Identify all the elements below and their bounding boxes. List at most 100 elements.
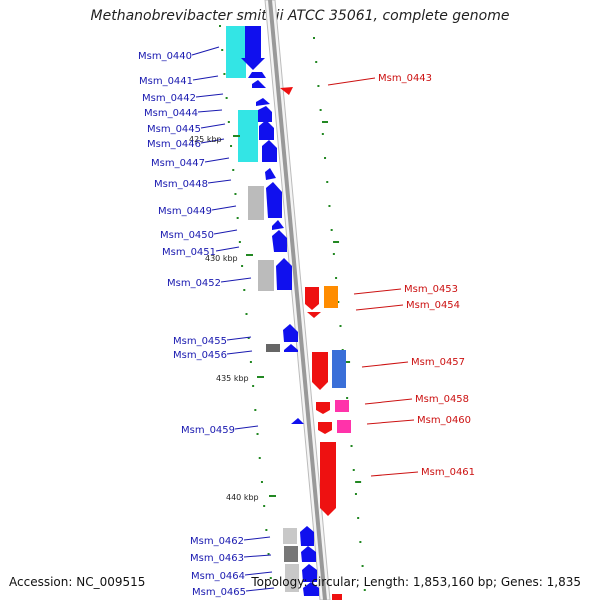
leader-line: [226, 350, 253, 355]
feature-gray-block[interactable]: [258, 260, 274, 291]
feature-gray-block[interactable]: [284, 546, 298, 562]
gene-label-left[interactable]: Msm_0456: [173, 350, 227, 361]
gene-label-left[interactable]: Msm_0459: [181, 425, 235, 436]
gene-label-right[interactable]: Msm_0453: [404, 284, 458, 295]
scale-label: 435 kbp: [216, 374, 249, 383]
feature-gray-block[interactable]: [266, 344, 280, 352]
gene-label-left[interactable]: Msm_0449: [158, 206, 212, 217]
feature-gray-block[interactable]: [248, 186, 264, 220]
gene-label-left[interactable]: Msm_0455: [173, 336, 227, 347]
gene-label-left[interactable]: Msm_0442: [142, 93, 196, 104]
gene-msm-0465[interactable]: [303, 582, 319, 596]
gene-label-left[interactable]: Msm_0444: [144, 108, 198, 119]
gene-label-right[interactable]: Msm_0461: [421, 467, 475, 478]
gene-label-right[interactable]: Msm_0457: [411, 357, 465, 368]
feature-magenta-block[interactable]: [337, 420, 351, 433]
feature-cyan-block[interactable]: [238, 110, 258, 162]
gene-msm-0456[interactable]: [284, 344, 298, 352]
gene-msm-0459[interactable]: [291, 418, 304, 424]
minor-tick: [361, 565, 364, 567]
gene-label-left[interactable]: Msm_0446: [147, 139, 201, 150]
leader-line: [364, 398, 413, 405]
gene-msm-0454[interactable]: [307, 312, 321, 318]
minor-tick: [225, 97, 228, 99]
minor-tick: [269, 577, 272, 579]
leader-line: [200, 138, 225, 144]
gene-msm-0444[interactable]: [256, 98, 270, 106]
gene-msm-0462[interactable]: [300, 526, 314, 546]
minor-tick: [254, 409, 257, 411]
gene-msm-0446[interactable]: [259, 120, 274, 140]
left-gene-labels: Msm_0440 Msm_0441 Msm_0442 Msm_0444 Msm_0445…: [138, 51, 246, 598]
gene-label-left[interactable]: Msm_0441: [139, 76, 193, 87]
minor-tick: [221, 49, 224, 51]
gene-label-left[interactable]: Msm_0447: [151, 158, 205, 169]
right-gene-labels: Msm_0443 Msm_0453 Msm_0454 Msm_0457 Msm_0458…: [378, 73, 475, 478]
minor-tick: [265, 529, 268, 531]
gene-label-left[interactable]: Msm_0448: [154, 179, 208, 190]
gene-label-left[interactable]: Msm_0462: [190, 536, 244, 547]
gene-label-right[interactable]: Msm_0460: [417, 415, 471, 426]
minor-tick: [335, 277, 338, 279]
leader-line: [220, 277, 252, 283]
gene-msm-0457[interactable]: [312, 352, 328, 390]
minor-tick: [267, 553, 270, 555]
gene-label-left[interactable]: Msm_0465: [192, 587, 246, 598]
gene-label-right[interactable]: Msm_0443: [378, 73, 432, 84]
minor-tick: [319, 109, 322, 111]
gene-msm-0443[interactable]: [280, 87, 293, 95]
accession-text: Accession: NC_009515: [9, 575, 146, 589]
gene-msm-0453[interactable]: [305, 287, 319, 310]
feature-track: [226, 26, 351, 600]
gene-msm-0460[interactable]: [318, 422, 332, 434]
leader-line: [234, 425, 259, 430]
gene-label-left[interactable]: Msm_0450: [160, 230, 214, 241]
feature-cyan-block[interactable]: [226, 26, 246, 78]
gene-label-left[interactable]: Msm_0464: [191, 571, 245, 582]
feature-gray-block[interactable]: [285, 564, 299, 592]
gene-msm-0440[interactable]: [241, 26, 265, 70]
minor-tick: [337, 301, 340, 303]
gene-label-left[interactable]: Msm_0463: [190, 553, 244, 564]
minor-tick: [234, 193, 237, 195]
minor-tick: [230, 145, 233, 147]
feature-reverse-stub[interactable]: [332, 594, 342, 600]
gene-msm-0463[interactable]: [301, 546, 316, 562]
leader-line: [245, 587, 275, 592]
leader-line: [226, 336, 252, 341]
minor-tick: [346, 397, 349, 399]
gene-msm-0449[interactable]: [266, 182, 282, 218]
gene-msm-0451[interactable]: [272, 230, 287, 252]
gene-msm-0464[interactable]: [302, 564, 317, 582]
gene-msm-0458[interactable]: [316, 402, 330, 414]
gene-msm-0442[interactable]: [252, 80, 266, 88]
minor-tick: [245, 313, 248, 315]
gene-msm-0445[interactable]: [258, 106, 272, 122]
gene-msm-0461[interactable]: [320, 442, 336, 516]
gene-msm-0450[interactable]: [272, 220, 284, 230]
gene-label-left[interactable]: Msm_0452: [167, 278, 221, 289]
gene-label-left[interactable]: Msm_0451: [162, 247, 216, 258]
gene-msm-0455[interactable]: [283, 324, 298, 342]
feature-orange-block[interactable]: [324, 286, 338, 308]
gene-label-right[interactable]: Msm_0458: [415, 394, 469, 405]
gene-msm-0457-blue[interactable]: [332, 350, 346, 388]
feature-gray-block[interactable]: [283, 528, 297, 544]
minor-tick: [219, 25, 221, 27]
leader-line: [211, 205, 237, 211]
minor-tick: [223, 73, 226, 75]
gene-msm-0447[interactable]: [262, 140, 277, 162]
minor-tick: [317, 85, 320, 87]
gene-msm-0452[interactable]: [276, 258, 292, 290]
gene-label-left[interactable]: Msm_0440: [138, 51, 192, 62]
minor-tick: [256, 433, 259, 435]
scale-labels: 425 kbp 430 kbp 435 kbp 440 kbp: [189, 135, 276, 502]
gene-msm-0441[interactable]: [248, 72, 266, 78]
gene-label-left[interactable]: Msm_0445: [147, 124, 201, 135]
gene-label-right[interactable]: Msm_0454: [406, 300, 460, 311]
feature-magenta-block[interactable]: [335, 400, 349, 412]
scale-label: 430 kbp: [205, 254, 238, 263]
scale-label: 425 kbp: [189, 135, 222, 144]
gene-msm-0448[interactable]: [265, 168, 276, 180]
